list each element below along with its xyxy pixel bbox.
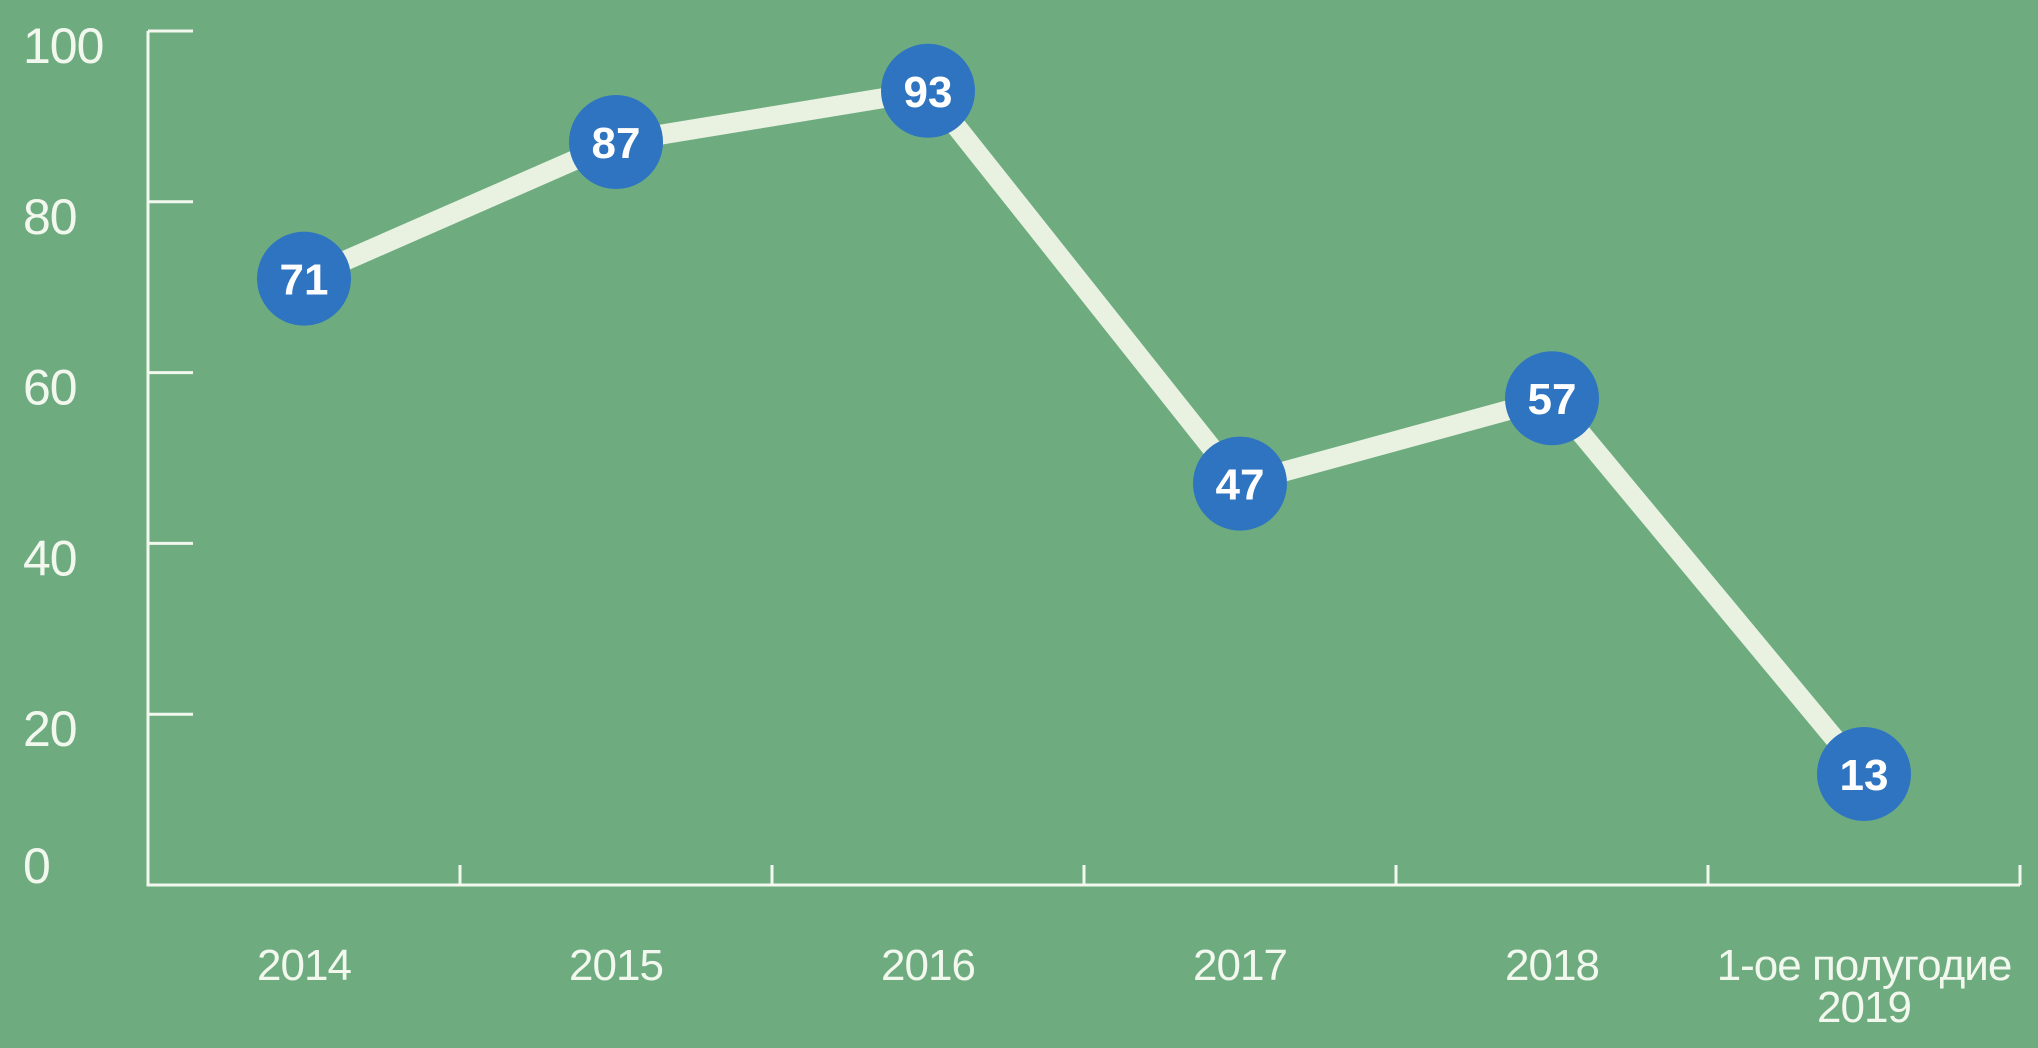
data-point-marker [1817,726,1911,821]
y-tick-label: 80 [23,189,77,245]
y-tick-label: 20 [23,701,77,757]
data-point-marker [1193,436,1287,531]
x-category-label: 2017 [1193,941,1287,990]
data-point-label: 57 [1528,375,1577,424]
data-point-marker [1505,351,1599,446]
data-point-label: 71 [280,256,329,305]
y-tick-label: 40 [23,530,77,586]
x-category-label: 2016 [881,941,975,990]
data-point-marker [257,231,351,326]
series-line [294,80,1874,784]
x-category-label: 2015 [569,941,663,990]
data-point-label: 13 [1840,751,1889,800]
data-point-label: 47 [1216,461,1265,510]
y-tick-label: 0 [23,838,50,894]
x-category-label: 2014 [257,941,351,990]
y-tick-label: 60 [23,360,77,416]
data-point-marker [569,95,663,190]
data-point-label: 87 [592,119,641,168]
data-point-label: 93 [904,68,953,117]
x-category-label: 1-ое полугодие [1717,941,2012,990]
y-tick-label: 100 [23,18,103,74]
x-category-label: 2018 [1505,941,1599,990]
data-point-marker [881,43,975,138]
x-category-label: 2019 [1817,983,1911,1032]
